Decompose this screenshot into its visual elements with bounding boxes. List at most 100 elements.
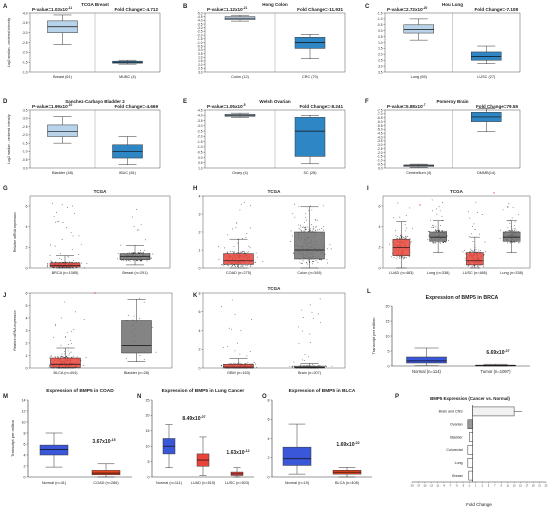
data-point-h: [233, 245, 235, 247]
panel-j-letter: J: [3, 293, 6, 299]
data-point-g: [140, 223, 142, 225]
data-point-h: [233, 251, 235, 253]
panel-b-x-label: CRC (70): [302, 75, 319, 79]
data-point-i: [405, 236, 406, 238]
data-point-h: [317, 229, 319, 231]
data-point-i: [514, 229, 516, 231]
panel-p-x-tick-label: 15: [519, 485, 522, 488]
panel-f-y-tick-label: -1.5: [377, 155, 383, 159]
panel-a-y-tick-label: -1.5: [22, 60, 28, 64]
data-point-i: [391, 256, 393, 258]
data-point-i: [435, 242, 437, 244]
panel-j-x-label: BLCA (n=404): [54, 371, 79, 375]
panel-c-fold-change: Fold Change=-7.108: [474, 7, 518, 12]
data-point-h: [262, 261, 264, 262]
data-point-h: [318, 228, 320, 230]
panel-h-y-tick-label: 4: [199, 194, 201, 198]
data-point-g: [128, 252, 130, 254]
data-point-h: [300, 263, 302, 265]
data-point-g: [81, 262, 83, 264]
data-point-h: [237, 242, 239, 244]
panel-m-y-tick-label: 14: [22, 398, 26, 402]
panel-d-y-tick-label: -3.5: [22, 108, 28, 112]
panel-b-y-tick-label: 3.0: [198, 70, 203, 74]
panel-p-x-tick-label: 7: [494, 485, 496, 488]
bar-bladder: [469, 432, 473, 442]
data-point-i: [394, 230, 396, 232]
panel-k-title: TCGA: [268, 286, 281, 291]
data-point-g: [133, 259, 135, 261]
panel-a-y-tick-label: -3.5: [22, 21, 28, 25]
data-point-j: [64, 353, 66, 355]
data-point-i: [404, 237, 406, 239]
data-point-h: [241, 252, 243, 254]
panel-h-title: TCGA: [268, 189, 281, 194]
data-point-h: [246, 252, 248, 253]
box-lusc-27-: [471, 51, 502, 61]
data-point-g: [47, 265, 49, 267]
panel-m-y-tick-label: 12: [22, 409, 26, 413]
data-point-i: [478, 250, 480, 252]
panel-j-significance-marker: *: [94, 292, 96, 298]
data-point-h: [240, 203, 242, 205]
data-point-i: [395, 258, 397, 260]
panel-d-y-tick-label: -0.5: [22, 158, 28, 162]
data-point-j: [70, 330, 72, 332]
data-point-j: [60, 356, 62, 358]
panel-l-pvalue: 6.69x10-07: [486, 349, 509, 356]
panel-n-x-label: Normal (n=111): [156, 481, 183, 485]
panel-n-y-tick-label: 5: [148, 460, 150, 464]
box-blca-n-404-: [50, 357, 81, 368]
data-point-i: [507, 205, 509, 207]
data-point-g: [68, 261, 70, 263]
data-point-h: [245, 237, 247, 238]
data-point-i: [507, 242, 509, 244]
data-point-g: [136, 209, 138, 211]
data-point-k: [235, 363, 237, 365]
panel-f-y-tick-label: -7.5: [377, 108, 383, 112]
panel-l-y-label: Transcript per million: [371, 318, 376, 355]
data-point-i: [475, 249, 477, 251]
data-point-k: [319, 322, 321, 323]
data-point-i: [401, 237, 403, 239]
panel-b-y-tick-label: -1.0: [197, 41, 203, 45]
data-point-j: [65, 337, 67, 338]
panel-p-x-tick-label: 3: [482, 485, 484, 488]
data-point-j: [67, 343, 69, 345]
data-point-i: [428, 235, 430, 237]
panel-l-y-tick-label: 15: [386, 319, 390, 323]
data-point-h: [316, 226, 318, 228]
data-point-g: [67, 255, 69, 257]
panel-m-y-tick-label: 4: [24, 453, 26, 457]
data-point-h: [321, 259, 323, 261]
data-point-i: [436, 213, 438, 215]
panel-g-y-tick-label: 4: [26, 225, 28, 229]
data-point-k: [231, 299, 233, 301]
panel-f-y-tick-label: -4.5: [377, 132, 383, 136]
data-point-j: [69, 352, 71, 354]
data-point-i: [404, 256, 406, 258]
data-point-i: [441, 230, 443, 232]
data-point-i: [512, 242, 514, 244]
panel-p-x-tick-label: -17: [417, 485, 421, 488]
data-point-k: [238, 362, 240, 364]
data-point-i: [467, 265, 469, 267]
data-point-j: [53, 336, 55, 338]
bar-brain-and-cns: [472, 406, 515, 417]
data-point-i: [445, 242, 446, 243]
data-point-h: [315, 226, 316, 228]
panel-p-category-label: Bladder: [450, 435, 463, 439]
bar-colorectal: [467, 445, 473, 455]
data-point-j: [83, 319, 85, 320]
panel-e-fold-change: Fold Change=-8.241: [299, 104, 343, 109]
data-point-h: [232, 228, 234, 230]
data-point-j: [76, 356, 78, 358]
panel-n-y-tick-label: 15: [146, 429, 150, 433]
data-point-g: [122, 260, 124, 262]
data-point-j: [66, 356, 68, 358]
data-point-h: [297, 224, 299, 226]
data-point-i: [471, 250, 473, 252]
data-point-h: [290, 230, 292, 232]
panel-p-x-tick-label: -15: [423, 485, 427, 488]
data-point-k: [239, 363, 241, 365]
